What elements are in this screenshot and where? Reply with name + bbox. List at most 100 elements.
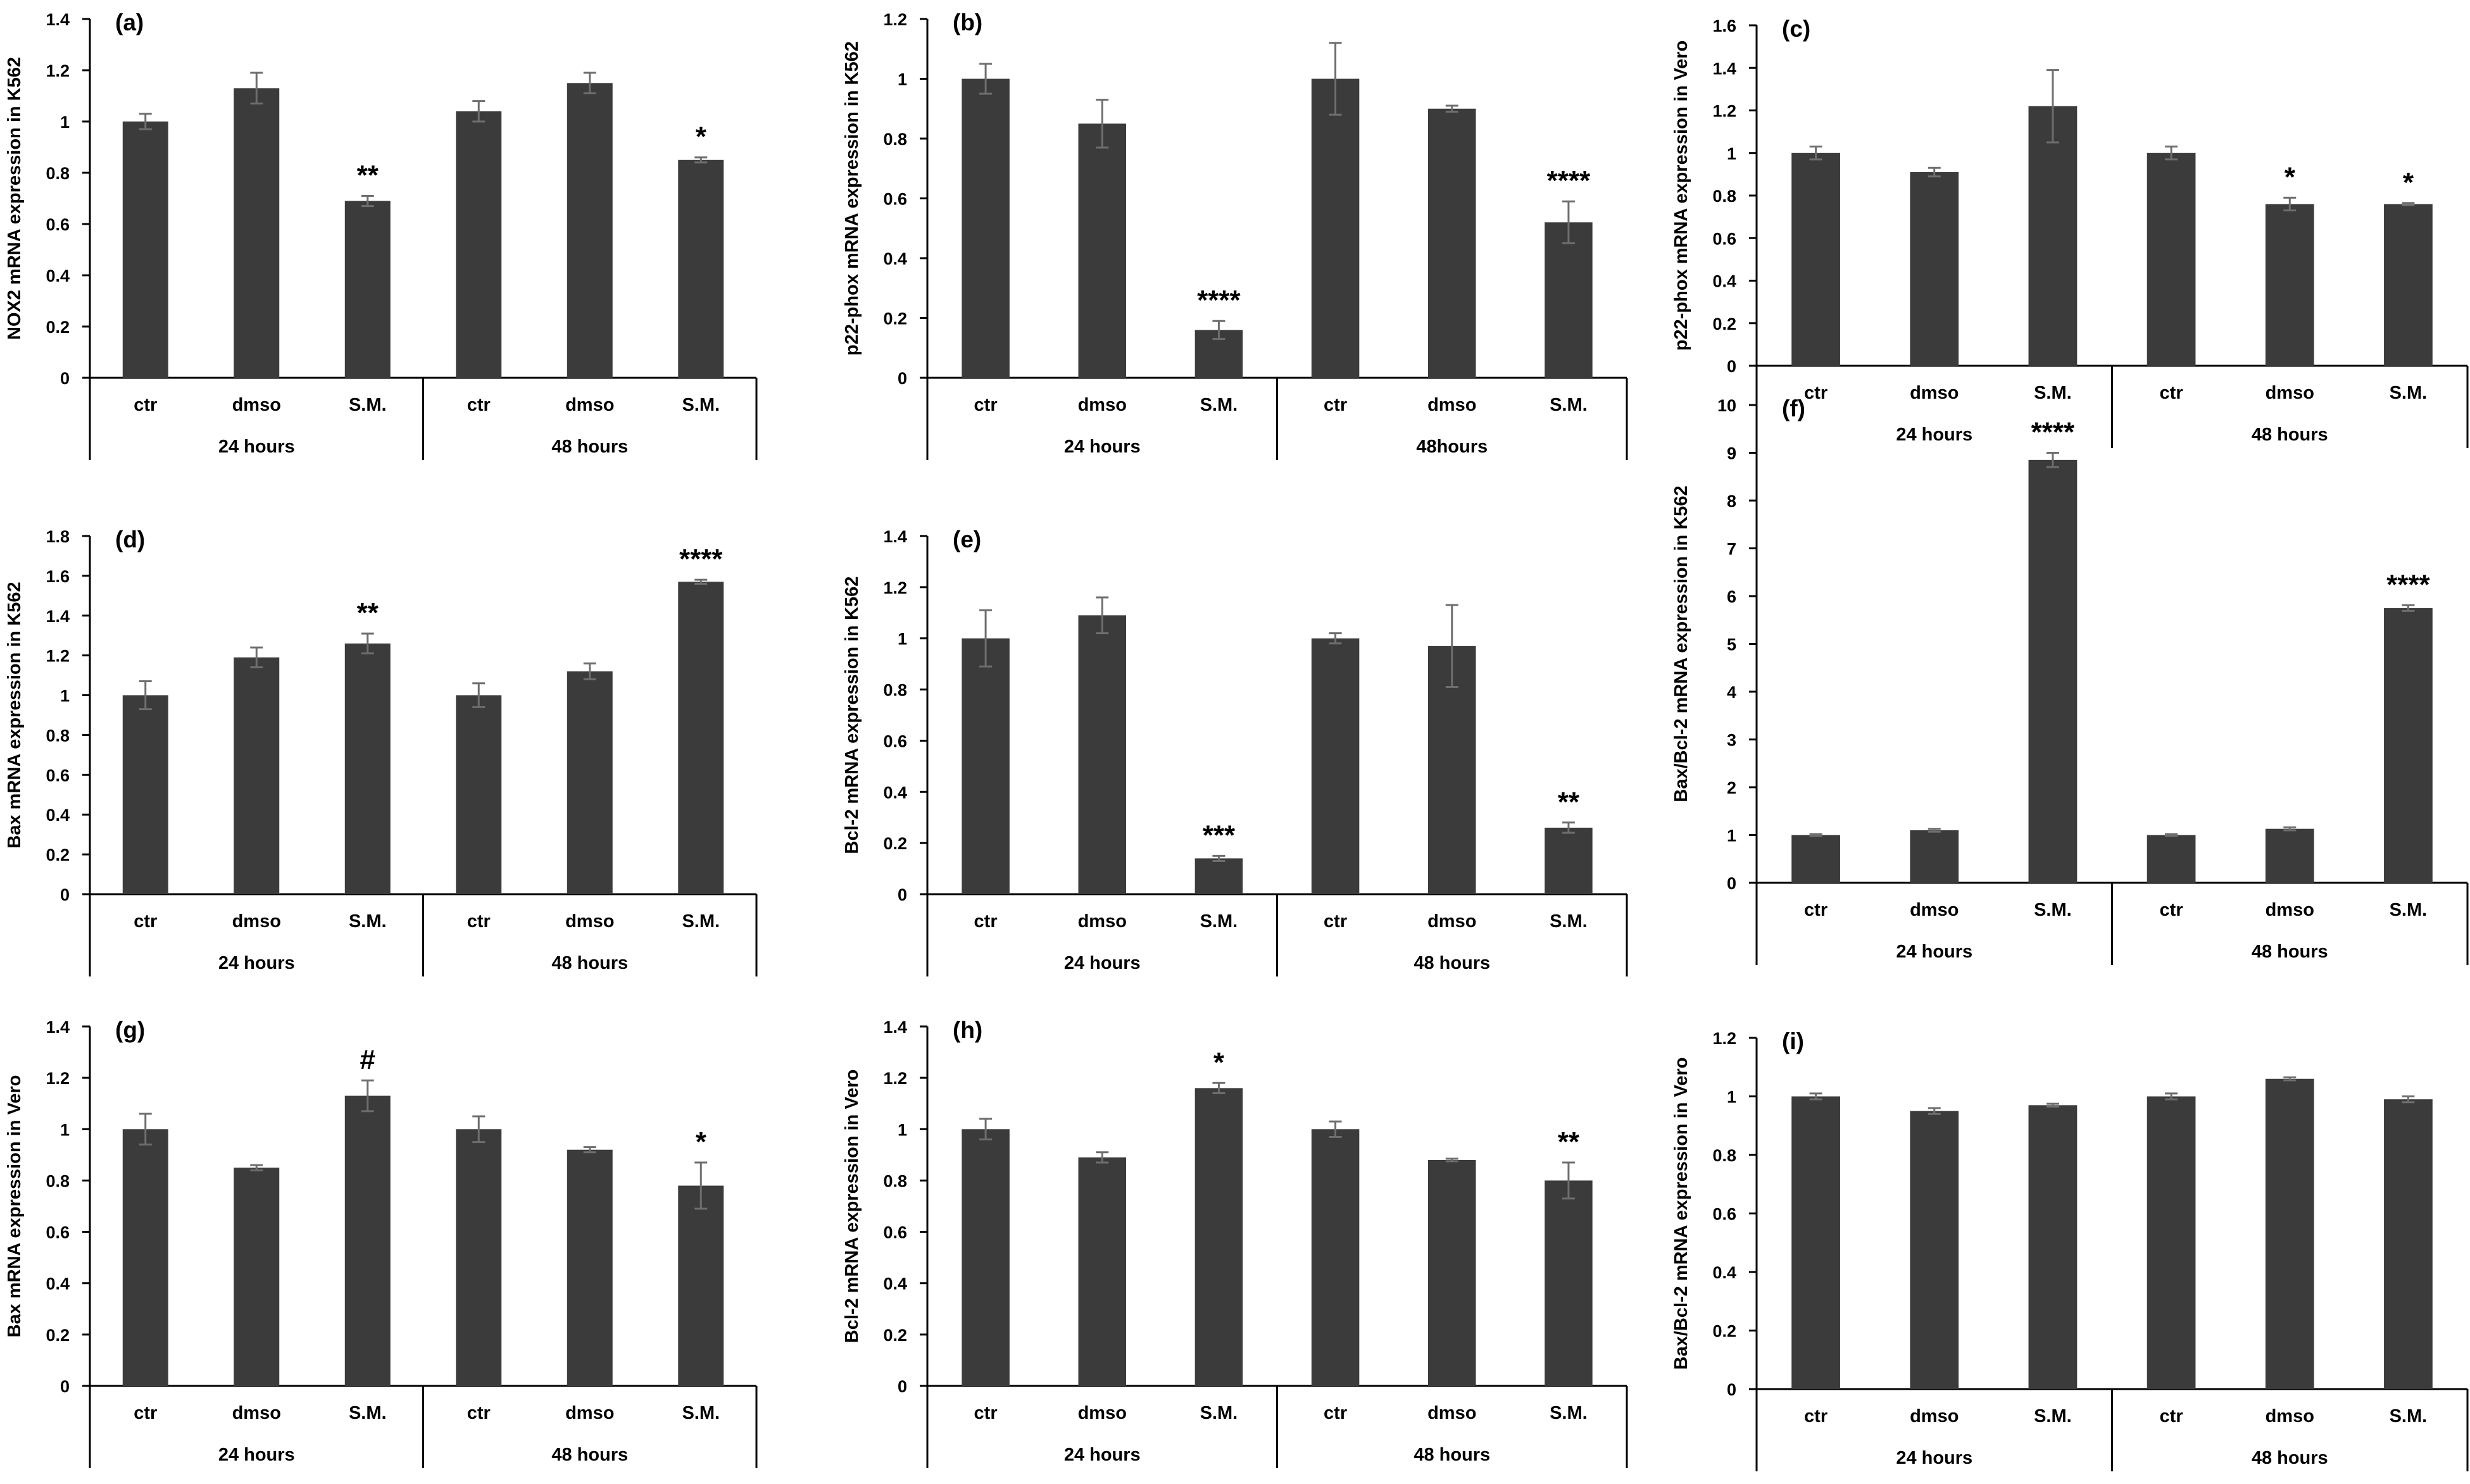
category-label: S.M. [2034, 383, 2072, 403]
y-tick-label: 0.4 [46, 1275, 70, 1294]
group-label: 48 hours [1414, 953, 1490, 973]
category-label: ctr [134, 911, 157, 932]
y-tick-label: 2 [1727, 778, 1736, 797]
category-label: dmso [1078, 1403, 1127, 1423]
bar [567, 1149, 613, 1386]
y-tick-label: 0.6 [46, 1223, 70, 1242]
bar [2265, 204, 2314, 366]
y-tick-label: 1.2 [883, 578, 907, 597]
bar [1194, 1088, 1243, 1386]
category-label: dmso [2266, 900, 2314, 920]
y-tick-label: 0.4 [46, 806, 70, 825]
y-axis-label: Bcl-2 mRNA expression in Vero [842, 1069, 862, 1343]
y-tick-label: 1.6 [46, 567, 70, 586]
y-tick-label: 1.8 [46, 527, 70, 546]
y-tick-label: 0.2 [1712, 315, 1736, 334]
y-axis-label: p22-phox mRNA expression in Vero [1671, 41, 1691, 351]
y-axis-label: Bcl-2 mRNA expression in K562 [842, 577, 862, 854]
y-tick-label: 6 [1727, 587, 1736, 606]
y-tick-label: 0.2 [883, 309, 907, 328]
bar [2028, 459, 2078, 883]
significance-label: ** [1558, 1126, 1580, 1157]
chart-panel-g: 0 0.2 0.4 0.6 0.8 1 1.2 1.4 Bax mRNA expression … [4, 1017, 758, 1468]
bar [1545, 827, 1593, 894]
category-label: dmso [232, 1403, 281, 1423]
y-tick-label: 0.2 [883, 834, 907, 853]
category-label: dmso [565, 911, 614, 932]
y-tick-label: 1 [898, 630, 907, 649]
y-tick-label: 1.2 [46, 647, 70, 666]
group-label: 48hours [1416, 437, 1488, 457]
group-label: 24 hours [1064, 1445, 1141, 1465]
bar [344, 201, 391, 378]
bar [1427, 108, 1476, 378]
bar [2147, 835, 2196, 883]
y-tick-label: 0.6 [883, 732, 907, 751]
y-tick-label: 0.6 [883, 190, 907, 209]
y-tick-label: 0 [1727, 874, 1736, 893]
category-label: ctr [1324, 1403, 1347, 1423]
category-label: dmso [1078, 395, 1127, 415]
significance-label: * [1213, 1047, 1225, 1078]
bar [1311, 638, 1360, 894]
panel-label: (d) [115, 527, 145, 552]
group-label: 24 hours [1064, 437, 1141, 457]
bar [1078, 123, 1127, 378]
bar [1910, 172, 1959, 366]
y-tick-label: 0.8 [883, 1171, 907, 1190]
group-label: 24 hours [218, 953, 295, 973]
y-tick-label: 0.6 [1712, 1205, 1736, 1224]
y-tick-label: 0.2 [883, 1326, 907, 1345]
category-label: S.M. [2390, 1406, 2428, 1426]
y-tick-label: 1.4 [46, 607, 70, 626]
y-tick-label: 0.8 [1712, 187, 1736, 206]
category-label: dmso [565, 1403, 614, 1423]
significance-label: * [696, 122, 707, 153]
bar [962, 78, 1010, 378]
group-label: 48 hours [1414, 1445, 1490, 1465]
category-label: ctr [2160, 900, 2183, 920]
y-tick-label: 1.2 [883, 1069, 907, 1088]
bar [1427, 1159, 1476, 1386]
y-tick-label: 1 [898, 1120, 907, 1139]
y-tick-label: 0.4 [1712, 272, 1736, 291]
y-tick-label: 1.2 [1712, 1029, 1736, 1048]
group-label: 48 hours [551, 953, 628, 973]
y-tick-label: 1 [60, 1120, 70, 1139]
category-label: S.M. [1200, 911, 1238, 932]
y-tick-label: 1.2 [883, 10, 907, 29]
category-label: ctr [134, 395, 157, 415]
category-label: ctr [974, 911, 998, 932]
bar [122, 695, 168, 894]
bar [234, 657, 280, 894]
bar [1078, 1157, 1127, 1386]
y-axis-label: Bax mRNA expression in K562 [4, 582, 25, 848]
y-axis-label: Bax/Bcl-2 mRNA expression in K562 [1671, 485, 1691, 802]
group-label: 48 hours [551, 437, 628, 457]
group-label: 24 hours [1896, 1448, 1972, 1468]
bar [2384, 608, 2433, 883]
y-tick-label: 0.4 [883, 1275, 907, 1294]
panel-label: (h) [953, 1017, 982, 1043]
category-label: S.M. [2390, 383, 2428, 403]
y-tick-label: 1.2 [46, 1069, 70, 1088]
bar [2384, 1099, 2433, 1389]
bar [2147, 153, 2196, 366]
category-label: ctr [134, 1403, 157, 1423]
chart-panel-a: 0 0.2 0.4 0.6 0.8 1 1.2 1.4 NOX2 mRNA expression… [4, 9, 758, 460]
significance-label: ** [357, 597, 379, 628]
category-label: dmso [1427, 395, 1476, 415]
category-label: dmso [232, 911, 281, 932]
category-label: S.M. [1550, 395, 1588, 415]
y-tick-label: 1.4 [46, 1018, 70, 1037]
significance-label: **** [2031, 417, 2075, 448]
category-label: S.M. [1550, 911, 1588, 932]
category-label: dmso [2266, 1406, 2314, 1426]
category-label: ctr [467, 395, 491, 415]
y-axis-label: Bax/Bcl-2 mRNA expression in Vero [1671, 1057, 1691, 1370]
y-tick-label: 1.2 [46, 61, 70, 80]
category-label: dmso [1427, 911, 1476, 932]
category-label: ctr [467, 911, 491, 932]
y-tick-label: 1 [60, 113, 70, 132]
category-label: S.M. [2390, 900, 2428, 920]
